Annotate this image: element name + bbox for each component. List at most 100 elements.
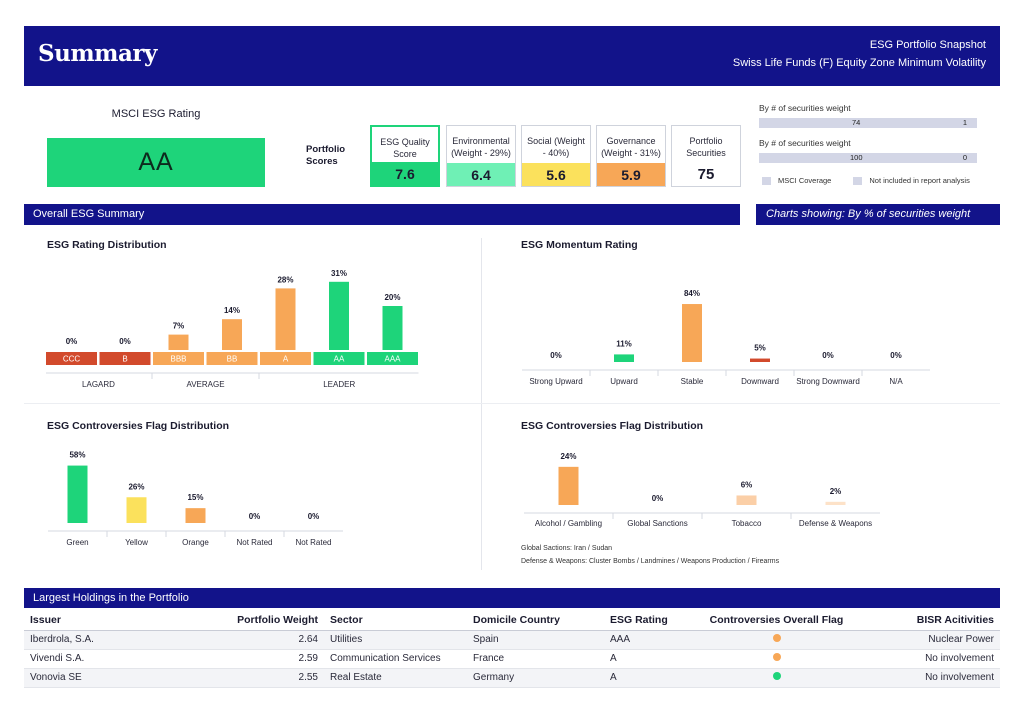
data-label-alcohol-gambling-0: 24% <box>560 452 576 461</box>
table-row[interactable]: Iberdrola, S.A. 2.64 Utilities Spain AAA… <box>24 630 1000 650</box>
fund-name: Swiss Life Funds (F) Equity Zone Minimum… <box>732 57 986 69</box>
col-controversies: Controversies Overall Flag <box>694 610 859 631</box>
bar-bb <box>222 319 242 350</box>
tick-label-ccc: CCC <box>63 355 81 364</box>
tick-label-stable-2: Stable <box>681 377 704 386</box>
tick-label-downward-3: Downward <box>741 377 779 386</box>
category-box-bbb <box>153 352 204 365</box>
table-header-row: Issuer Portfolio Weight Sector Domicile … <box>24 610 1000 631</box>
tick-label-strong-upward-0: Strong Upward <box>529 377 582 386</box>
tick-label-upward-1: Upward <box>610 377 638 386</box>
category-box-aa <box>313 352 365 365</box>
tick-label-orange-2: Orange <box>182 538 209 547</box>
tick-label-green-0: Green <box>66 538 88 547</box>
score-value: 7.6 <box>372 162 438 185</box>
category-box-b <box>99 352 151 365</box>
coverage-bar-1: 74 1 <box>759 118 977 128</box>
coverage-bar-2: 100 0 <box>759 153 977 163</box>
header-banner: Summary ESG Portfolio Snapshot Swiss Lif… <box>24 26 1000 86</box>
note-global-sanctions: Global Sactions: Iran / Sudan <box>521 545 613 552</box>
tick-label-global-sanctions-1: Global Sanctions <box>627 519 687 528</box>
coverage-label-1: By # of securities weight <box>759 103 851 113</box>
coverage-legend: MSCI Coverage Not included in report ana… <box>762 176 970 185</box>
data-label-n-a-5: 0% <box>890 351 902 360</box>
data-label-global-sanctions-1: 0% <box>652 494 664 503</box>
col-rating: ESG Rating <box>604 610 694 631</box>
data-label-aa: 31% <box>331 269 347 278</box>
coverage-bar-1-left: 74 <box>852 118 861 127</box>
tick-label-n-a-5: N/A <box>889 377 903 386</box>
tick-label-aaa: AAA <box>384 355 401 364</box>
overall-esg-summary-bar: Overall ESG Summary <box>24 204 740 225</box>
report-subtitle: ESG Portfolio Snapshot <box>869 39 986 51</box>
coverage-label-2: By # of securities weight <box>759 138 851 148</box>
msci-rating-value: AA <box>47 138 265 187</box>
bar-stable-2 <box>682 304 702 362</box>
score-card-social[interactable]: Social (Weight - 40%) 5.6 <box>521 125 591 187</box>
controversy-flag-dot <box>772 672 781 680</box>
data-label-a: 28% <box>277 275 293 284</box>
tick-label-b: B <box>122 355 127 364</box>
chart-title-controversies-bisr: ESG Controversies Flag Distribution <box>521 420 704 432</box>
chart-title-momentum: ESG Momentum Rating <box>521 239 638 251</box>
tick-label-bbb: BBB <box>170 355 186 364</box>
tick-label-alcohol-gambling-0: Alcohol / Gambling <box>535 519 602 528</box>
table-row[interactable]: Vivendi S.A. 2.59 Communication Services… <box>24 649 1000 669</box>
group-label-lagard: LAGARD <box>82 380 115 389</box>
controversies-flag-chart: 58% Green 26% Yellow 15% Orange 0% Not Rated 0% N… <box>48 451 343 547</box>
score-value: 75 <box>672 163 740 186</box>
data-label-upward-1: 11% <box>616 339 632 348</box>
data-label-not-rated-4: 0% <box>308 512 320 521</box>
col-country: Domicile Country <box>467 610 604 631</box>
data-label-yellow-1: 26% <box>128 482 144 491</box>
bar-yellow-1 <box>126 497 147 523</box>
page-title: Summary <box>38 40 157 67</box>
tick-label-a: A <box>283 355 289 364</box>
bar-upward-1 <box>614 354 634 362</box>
group-label-leader: LEADER <box>323 380 355 389</box>
bar-green-0 <box>67 465 88 523</box>
bar-defense-weapons-3 <box>825 501 846 505</box>
data-label-b: 0% <box>119 337 131 346</box>
data-label-stable-2: 84% <box>684 289 700 298</box>
bar-a <box>275 288 296 350</box>
coverage-bar-2-left: 100 <box>850 153 863 162</box>
score-card-securities[interactable]: Portfolio Securities 75 <box>671 125 741 187</box>
momentum-chart: 0% Strong Upward 11% Upward 84% Stable 5% Downw… <box>522 289 930 386</box>
coverage-bar-1-right: 1 <box>962 118 967 127</box>
data-label-bb: 14% <box>224 306 240 315</box>
msci-rating-label: MSCI ESG Rating <box>111 108 201 120</box>
bar-aaa <box>382 306 403 350</box>
data-label-green-0: 58% <box>69 451 85 460</box>
table-row[interactable]: Vonovia SE 2.55 Real Estate Germany A No… <box>24 668 1000 688</box>
score-card-environmental[interactable]: Environmental (Weight - 29%) 6.4 <box>446 125 516 187</box>
category-box-ccc <box>46 352 97 365</box>
score-card-esg-quality[interactable]: ESG Quality Score 7.6 <box>370 125 440 187</box>
controversy-flag-dot <box>772 634 781 642</box>
tick-label-strong-downward-4: Strong Downward <box>796 377 860 386</box>
portfolio-scores-label: Portfolio Scores <box>306 144 346 167</box>
holdings-table: Issuer Portfolio Weight Sector Domicile … <box>24 610 1000 688</box>
chart-title-controversies-flag: ESG Controversies Flag Distribution <box>47 420 230 432</box>
col-issuer: Issuer <box>24 610 164 631</box>
tick-label-not-rated-3: Not Rated <box>236 538 272 547</box>
score-card-governance[interactable]: Governance (Weight - 31%) 5.9 <box>596 125 666 187</box>
rating-distribution-chart: CCC 0% B 0% BBB 7% BB 14% A 28% AA 31% AAA 20% LAGARD A… <box>46 269 419 389</box>
score-value: 6.4 <box>447 163 515 186</box>
tick-label-yellow-1: Yellow <box>125 538 148 547</box>
controversies-bisr-chart: 24% Alcohol / Gambling 0% Global Sanctions 6… <box>524 452 880 528</box>
bar-alcohol-gambling-0 <box>558 466 579 505</box>
note-defense-weapons: Defense & Weapons: Cluster Bombs / Landm… <box>521 558 780 565</box>
col-sector: Sector <box>324 610 467 631</box>
data-label-defense-weapons-3: 2% <box>830 487 842 496</box>
data-label-tobacco-2: 6% <box>741 480 753 489</box>
score-value: 5.9 <box>597 163 665 186</box>
chart-title-rating-distribution: ESG Rating Distribution <box>47 239 167 251</box>
bar-aa <box>329 281 349 350</box>
tick-label-not-rated-4: Not Rated <box>295 538 331 547</box>
data-label-ccc: 0% <box>66 337 78 346</box>
chart-divider-vertical <box>481 238 482 570</box>
data-label-strong-upward-0: 0% <box>550 351 562 360</box>
coverage-bar-2-right: 0 <box>962 153 967 162</box>
category-box-aaa <box>367 352 418 365</box>
